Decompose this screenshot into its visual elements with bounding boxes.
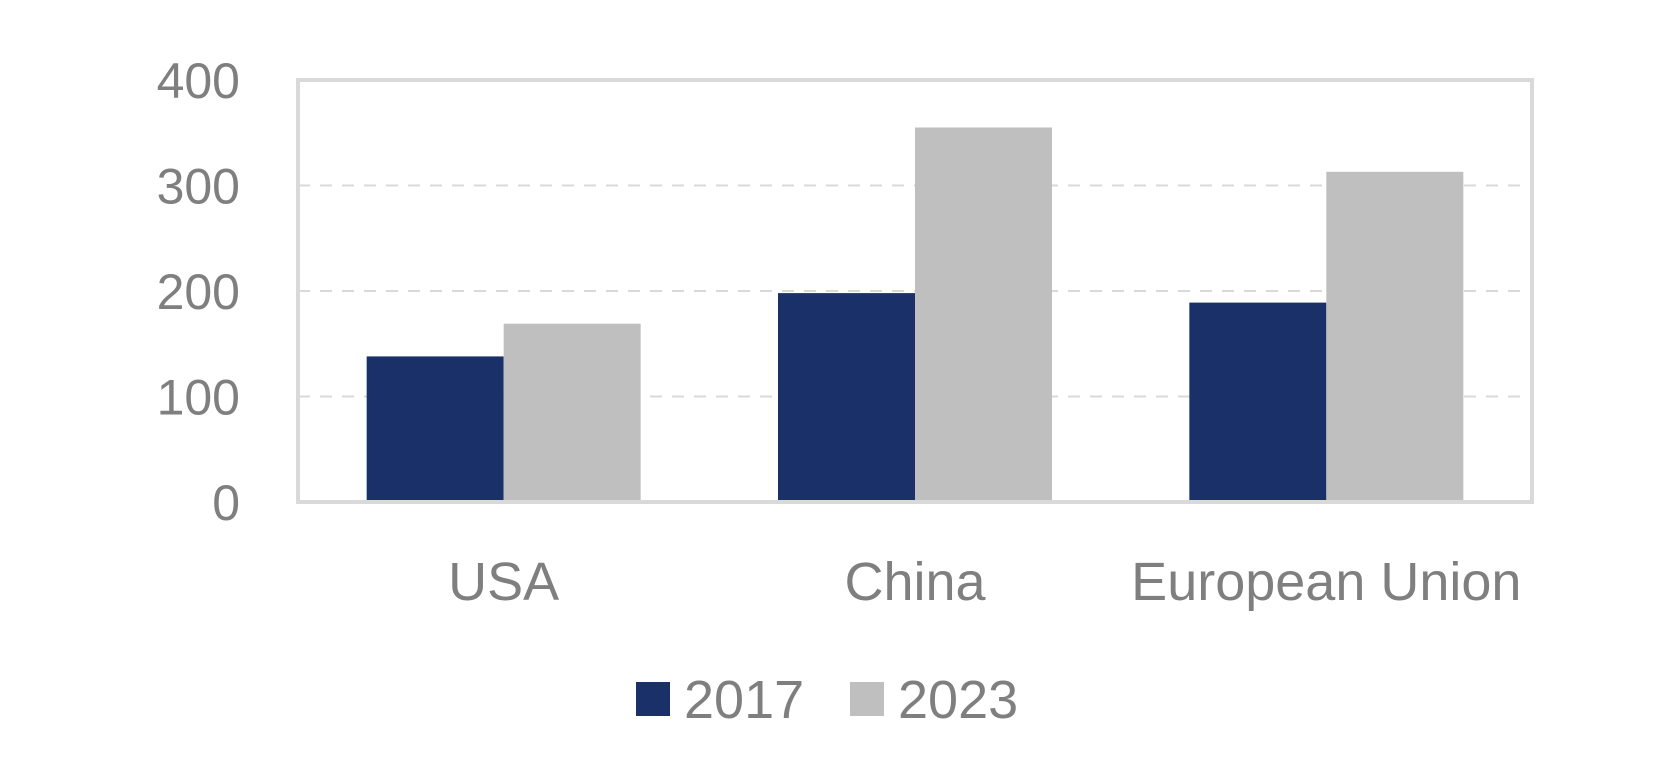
bar-2023-usa: [503, 323, 641, 502]
bar-2017-european-union: [1189, 302, 1327, 502]
legend-swatch-2017: [636, 682, 670, 716]
y-tick-label: 400: [157, 53, 240, 109]
x-axis-ticks: USA China European Union: [448, 552, 1521, 612]
legend-swatch-2023: [850, 682, 884, 716]
x-tick-label: USA: [448, 552, 559, 612]
x-tick-label: China: [844, 552, 986, 612]
bar-2017-china: [778, 293, 915, 502]
y-tick-label: 300: [157, 159, 240, 215]
bar-2023-china: [915, 127, 1052, 502]
legend-label: 2023: [898, 670, 1018, 730]
bar-2023-european-union: [1326, 171, 1464, 502]
bar-2017-usa: [366, 356, 504, 502]
y-tick-label: 200: [157, 264, 240, 320]
plot-frame: [296, 78, 1534, 504]
legend-label: 2017: [684, 670, 804, 730]
x-tick-label: European Union: [1131, 552, 1521, 612]
y-axis-ticks: 0 100 200 300 400: [157, 53, 240, 531]
y-tick-label: 100: [157, 370, 240, 426]
y-tick-label: 0: [212, 475, 240, 531]
legend: 2017 2023: [636, 670, 1018, 730]
bars: [366, 127, 1464, 502]
